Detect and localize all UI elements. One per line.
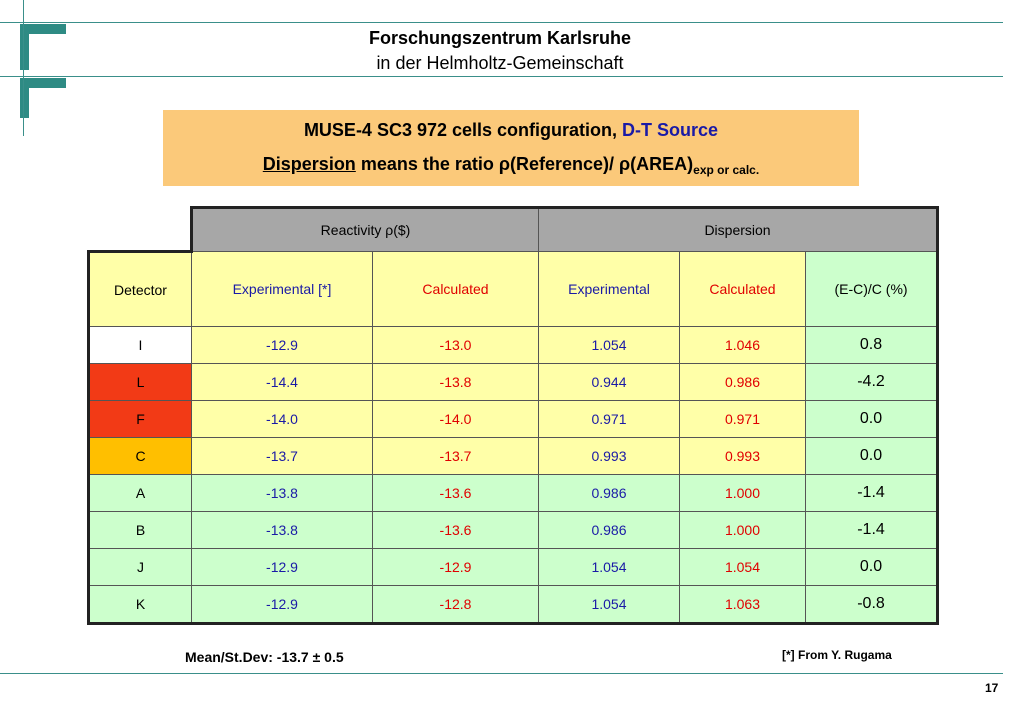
table-row: F -14.0 -14.0 0.971 0.971 0.0 — [87, 400, 940, 438]
col-header-disp-exp: Experimental — [538, 251, 680, 327]
detector-cell: J — [87, 548, 192, 586]
mean-stdev-note: Mean/St.Dev: -13.7 ± 0.5 — [185, 649, 344, 665]
table-row: I -12.9 -13.0 1.054 1.046 0.8 — [87, 326, 940, 364]
banner-title-source: D-T Source — [622, 120, 719, 140]
col-header-react-exp: Experimental [*] — [191, 251, 373, 327]
disp-exp-cell: 1.054 — [538, 326, 680, 364]
banner-dispersion-definition: Dispersion means the ratio ρ(Reference)/… — [163, 154, 859, 177]
react-exp-cell: -13.8 — [191, 474, 373, 512]
title-banner: MUSE-4 SC3 972 cells configuration, D-T … — [163, 110, 859, 186]
col-header-react-calc: Calculated — [372, 251, 539, 327]
blank-corner-cell — [88, 207, 192, 252]
disp-calc-cell: 1.000 — [679, 511, 806, 549]
diff-cell: -1.4 — [804, 511, 940, 549]
table-row: A -13.8 -13.6 0.986 1.000 -1.4 — [87, 474, 940, 512]
table-row: L -14.4 -13.8 0.944 0.986 -4.2 — [87, 363, 940, 401]
react-calc-cell: -12.9 — [372, 548, 539, 586]
banner-title: MUSE-4 SC3 972 cells configuration, D-T … — [163, 120, 859, 141]
disp-exp-cell: 0.986 — [538, 474, 680, 512]
disp-calc-cell: 0.993 — [679, 437, 806, 475]
logo-vertical-rule — [23, 0, 24, 136]
react-exp-cell: -13.7 — [191, 437, 373, 475]
detector-cell: K — [87, 585, 192, 625]
disp-calc-cell: 1.000 — [679, 474, 806, 512]
col-header-diff: (E-C)/C (%) — [804, 251, 940, 327]
detector-cell: B — [87, 511, 192, 549]
detector-cell: I — [87, 326, 192, 364]
react-calc-cell: -13.7 — [372, 437, 539, 475]
disp-exp-cell: 0.986 — [538, 511, 680, 549]
column-header-row: Detector Experimental [*] Calculated Exp… — [87, 250, 940, 327]
diff-cell: 0.0 — [804, 548, 940, 586]
dispersion-word: Dispersion — [262, 154, 356, 174]
diff-cell: 0.0 — [804, 400, 940, 438]
disp-calc-cell: 1.054 — [679, 548, 806, 586]
detector-cell: F — [87, 400, 192, 438]
detector-cell: C — [87, 437, 192, 475]
react-calc-cell: -13.0 — [372, 326, 539, 364]
react-exp-cell: -14.4 — [191, 363, 373, 401]
institute-name: Forschungszentrum Karlsruhe — [368, 28, 632, 48]
institute-logo — [0, 0, 80, 140]
disp-calc-cell: 0.986 — [679, 363, 806, 401]
disp-calc-cell: 0.971 — [679, 400, 806, 438]
table-row: B -13.8 -13.6 0.986 1.000 -1.4 — [87, 511, 940, 549]
table-row: K -12.9 -12.8 1.054 1.063 -0.8 — [87, 585, 940, 625]
disp-calc-cell: 1.063 — [679, 585, 806, 625]
table-row: J -12.9 -12.9 1.054 1.054 0.0 — [87, 548, 940, 586]
diff-cell: 0.0 — [804, 437, 940, 475]
diff-cell: -0.8 — [804, 585, 940, 625]
react-calc-cell: -13.8 — [372, 363, 539, 401]
diff-cell: 0.8 — [804, 326, 940, 364]
institute-subtitle: in der Helmholtz-Gemeinschaft — [376, 53, 624, 73]
group-header-reactivity: Reactivity ρ($) — [190, 206, 539, 252]
disp-calc-cell: 1.046 — [679, 326, 806, 364]
group-header-row: Reactivity ρ($) Dispersion — [88, 206, 940, 252]
reference-note: [*] From Y. Rugama — [782, 648, 892, 662]
diff-cell: -4.2 — [804, 363, 940, 401]
react-calc-cell: -12.8 — [372, 585, 539, 625]
react-calc-cell: -13.6 — [372, 511, 539, 549]
footer-rule — [0, 673, 1003, 674]
react-calc-cell: -14.0 — [372, 400, 539, 438]
col-header-detector: Detector — [87, 250, 192, 327]
table-row: C -13.7 -13.7 0.993 0.993 0.0 — [87, 437, 940, 475]
react-exp-cell: -14.0 — [191, 400, 373, 438]
results-table: Reactivity ρ($) Dispersion Detector Expe… — [87, 206, 940, 625]
react-exp-cell: -13.8 — [191, 511, 373, 549]
group-header-dispersion: Dispersion — [537, 206, 940, 252]
disp-exp-cell: 0.971 — [538, 400, 680, 438]
react-exp-cell: -12.9 — [191, 548, 373, 586]
react-exp-cell: -12.9 — [191, 326, 373, 364]
page-number: 17 — [985, 681, 999, 695]
disp-exp-cell: 1.054 — [538, 585, 680, 625]
diff-cell: -1.4 — [804, 474, 940, 512]
detector-cell: L — [87, 363, 192, 401]
col-header-disp-calc: Calculated — [679, 251, 806, 327]
dispersion-text: means the ratio ρ(Reference)/ ρ(AREA) — [355, 154, 694, 174]
disp-exp-cell: 0.993 — [538, 437, 680, 475]
detector-cell: A — [87, 474, 192, 512]
disp-exp-cell: 0.944 — [538, 363, 680, 401]
dispersion-subscript: exp or calc. — [693, 163, 760, 177]
react-exp-cell: -12.9 — [191, 585, 373, 625]
header-rule-bottom — [0, 76, 1003, 77]
header-rule-top — [0, 22, 1003, 23]
banner-title-main: MUSE-4 SC3 972 cells configuration, — [303, 120, 623, 140]
react-calc-cell: -13.6 — [372, 474, 539, 512]
disp-exp-cell: 1.054 — [538, 548, 680, 586]
